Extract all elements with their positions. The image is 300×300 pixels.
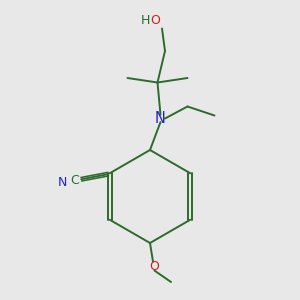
Text: O: O	[151, 14, 160, 28]
Text: C: C	[70, 174, 79, 187]
Text: N: N	[155, 111, 166, 126]
Text: H: H	[141, 14, 150, 28]
Text: N: N	[58, 176, 67, 189]
Text: O: O	[150, 260, 159, 274]
